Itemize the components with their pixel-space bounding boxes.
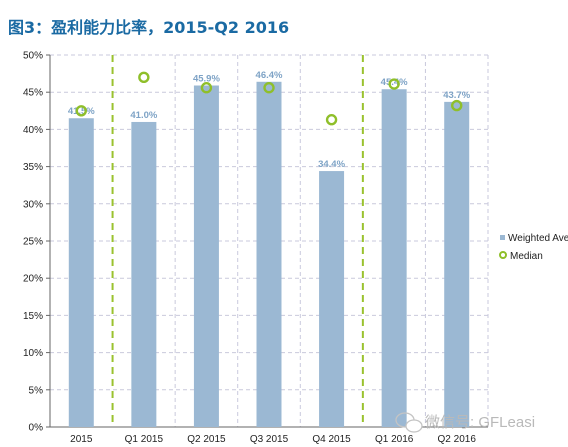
median-marker bbox=[451, 99, 463, 112]
y-tick-label: 25% bbox=[23, 237, 43, 248]
median-marker bbox=[138, 71, 150, 84]
bar-weighted-ave bbox=[68, 118, 94, 428]
bar-data-label: 41.0% bbox=[130, 110, 157, 121]
median-marker bbox=[200, 82, 213, 94]
median-marker bbox=[388, 78, 400, 90]
median-marker bbox=[75, 105, 87, 117]
legend-bar-swatch bbox=[500, 235, 505, 240]
median-marker bbox=[325, 114, 338, 126]
y-tick-label: 35% bbox=[23, 162, 43, 173]
watermark: 微信号: GFLeasi bbox=[395, 412, 535, 433]
y-tick-label: 5% bbox=[29, 385, 44, 396]
bar-weighted-ave bbox=[381, 89, 407, 427]
legend: Weighted Ave Median bbox=[499, 233, 568, 262]
y-tick-label: 20% bbox=[23, 274, 43, 285]
y-tick-label: 40% bbox=[23, 125, 43, 136]
x-tick-label: Q2 2016 bbox=[438, 434, 477, 445]
y-tick-label: 15% bbox=[23, 311, 43, 322]
bar-data-label: 46.4% bbox=[256, 70, 283, 81]
bar-data-label: 34.4% bbox=[318, 159, 345, 170]
bar-data-label: 45.4% bbox=[381, 77, 408, 88]
plot-area: 0% 5% 10% 15% 20% 25% 30% 35% 40% 45% 50% 41.5% 2015… bbox=[23, 51, 489, 445]
x-tick-label: Q1 2016 bbox=[375, 434, 414, 445]
y-tick-label: 45% bbox=[23, 88, 43, 99]
bar-weighted-ave bbox=[131, 121, 157, 428]
legend-median-marker bbox=[499, 251, 507, 259]
bar-data-label: 41.5% bbox=[68, 106, 95, 117]
x-tick-label: Q4 2015 bbox=[312, 434, 351, 445]
bar-weighted-ave bbox=[444, 101, 470, 427]
x-tick-label: Q1 2015 bbox=[125, 434, 164, 445]
y-tick-label: 50% bbox=[23, 51, 43, 62]
wechat-icon bbox=[395, 412, 423, 433]
chart-title: 图3：盈利能力比率，2015-Q2 2016 bbox=[8, 18, 290, 37]
y-tick-label: 30% bbox=[23, 199, 43, 210]
y-tick-label: 10% bbox=[23, 348, 43, 359]
x-tick-label: Q3 2015 bbox=[250, 434, 289, 445]
legend-median: Median bbox=[510, 251, 543, 262]
x-tick-label: 2015 bbox=[70, 434, 93, 445]
bar-data-label: 45.9% bbox=[193, 74, 220, 85]
bar-weighted-ave bbox=[319, 171, 345, 427]
bar-weighted-ave bbox=[256, 81, 282, 427]
watermark-text: 微信号: GFLeasi bbox=[425, 414, 535, 431]
median-marker bbox=[263, 82, 275, 94]
bar-weighted-ave bbox=[193, 85, 219, 427]
y-tick-label: 0% bbox=[29, 423, 44, 434]
x-tick-label: Q2 2015 bbox=[187, 434, 226, 445]
bar-data-label: 43.7% bbox=[443, 90, 470, 101]
legend-weighted-ave: Weighted Ave bbox=[508, 233, 568, 244]
